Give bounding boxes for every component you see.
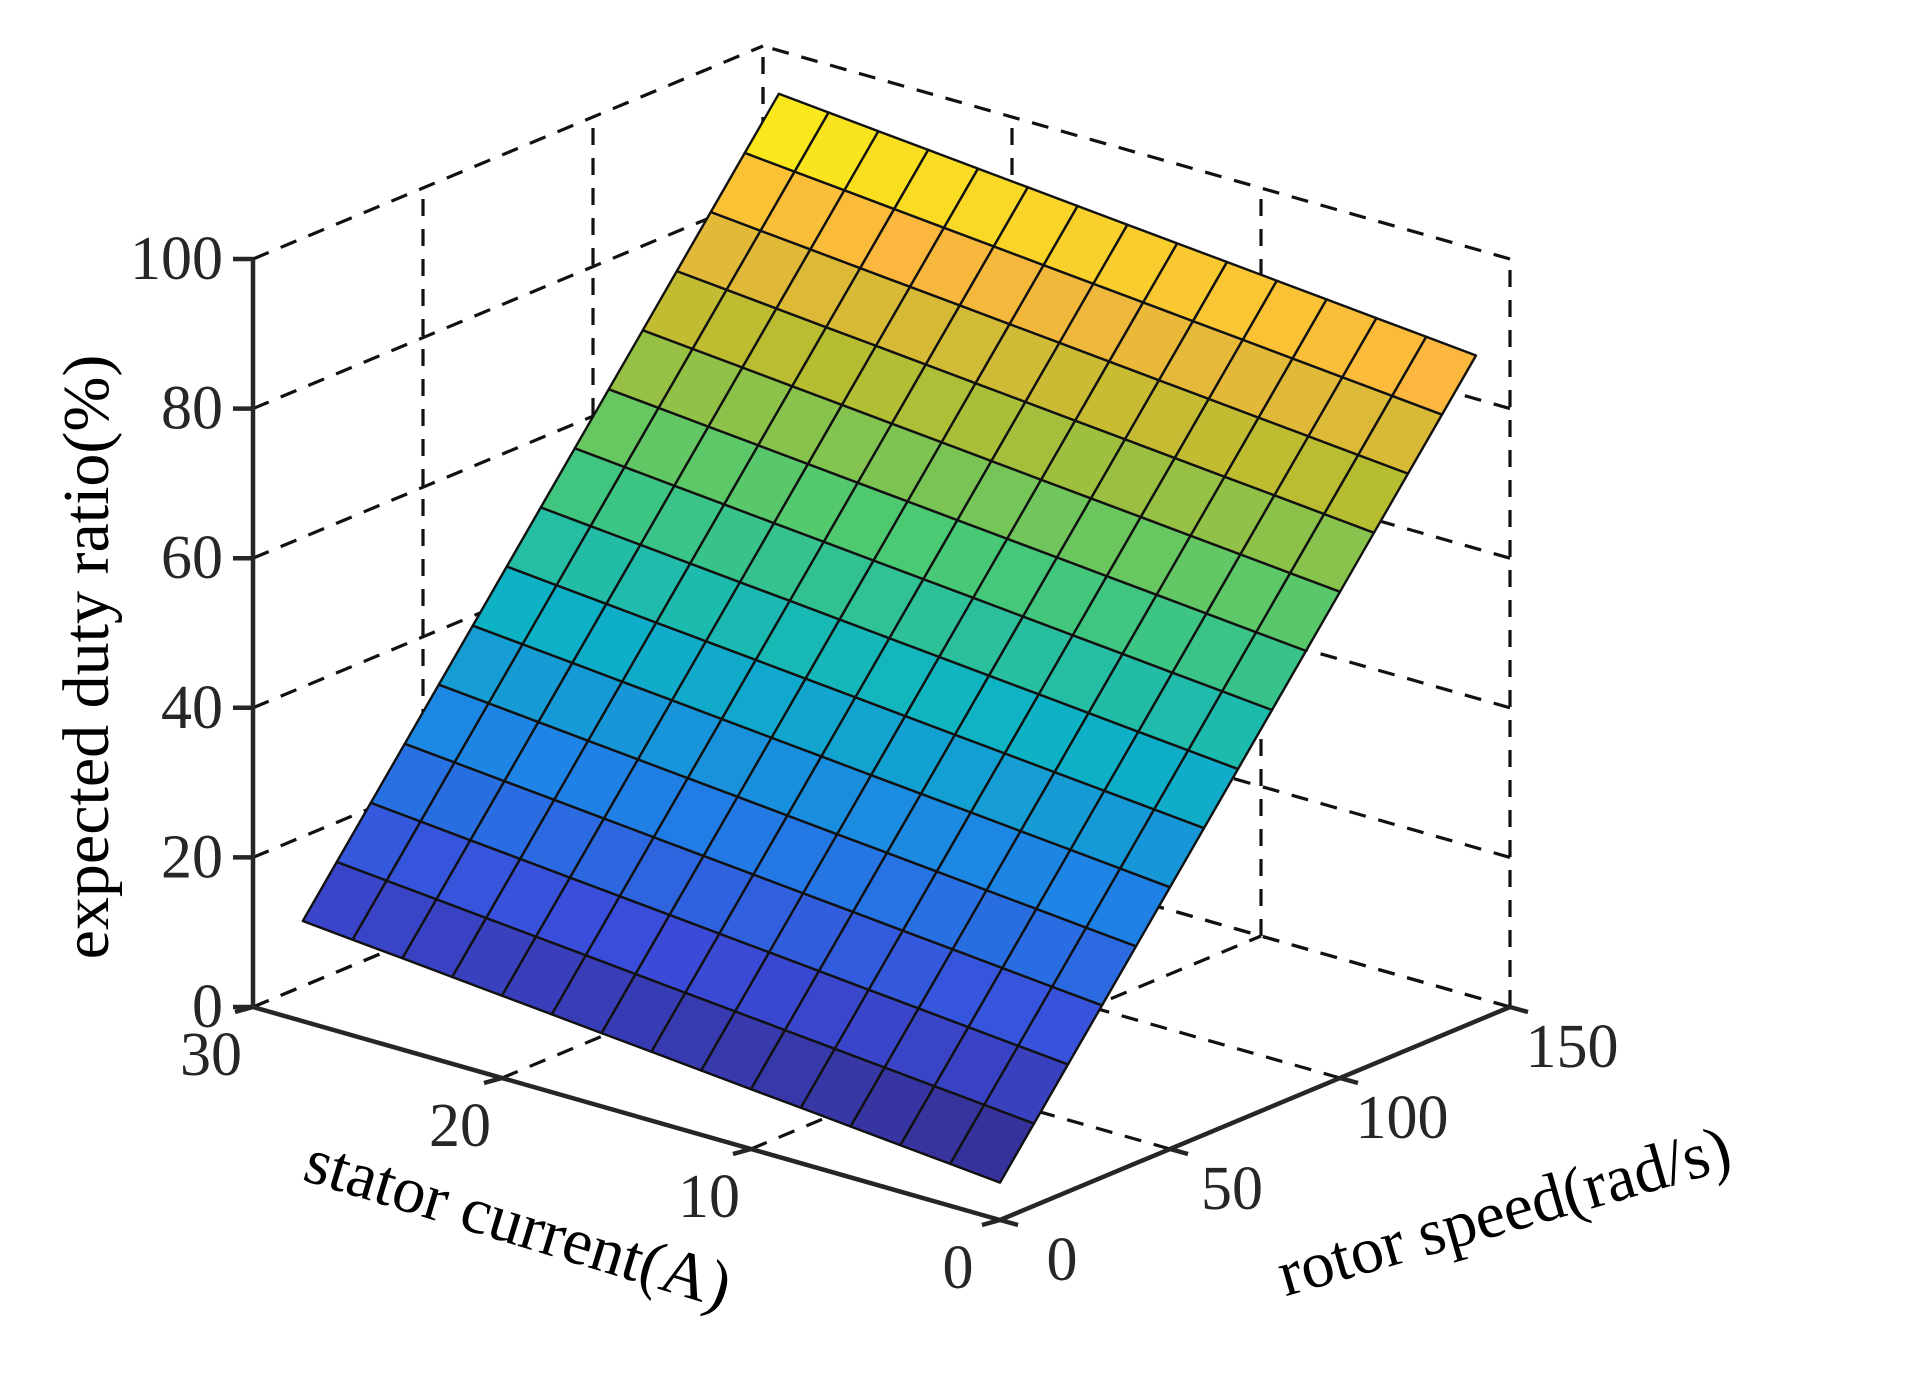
x-tick-label: 150 xyxy=(1526,1013,1619,1081)
y-tick-label: 30 xyxy=(180,1021,242,1089)
surface xyxy=(301,92,1478,1184)
x-tick-mark xyxy=(1509,1004,1529,1015)
y-axis-title: stator current(A) xyxy=(296,1124,740,1323)
grid-line xyxy=(762,493,1511,710)
y-tick-mark xyxy=(732,1146,752,1157)
z-tick-label: 80 xyxy=(161,375,223,443)
grid-line xyxy=(762,343,1511,560)
x-tick-label: 0 xyxy=(1047,1226,1078,1294)
grid-line xyxy=(422,934,1171,1151)
y-tick-label: 10 xyxy=(678,1163,740,1231)
axes xyxy=(233,256,1529,1228)
x-tick-mark xyxy=(999,1217,1019,1228)
grid-line xyxy=(762,642,1511,859)
x-tick-mark xyxy=(1169,1146,1189,1157)
grid-line xyxy=(252,44,764,261)
y-tick-label: 0 xyxy=(943,1234,974,1302)
x-tick-label: 100 xyxy=(1356,1084,1449,1152)
y-tick-mark xyxy=(981,1217,1001,1228)
x-tick-label: 50 xyxy=(1201,1155,1263,1223)
grid-line xyxy=(592,863,1341,1080)
grid-line xyxy=(762,792,1511,1009)
z-tick-label: 0 xyxy=(192,973,223,1041)
y-tick-label: 20 xyxy=(429,1092,491,1160)
z-tick-label: 40 xyxy=(161,674,223,742)
y-tick-mark xyxy=(483,1075,503,1086)
z-tick-label: 60 xyxy=(161,524,223,592)
z-axis-title: expected duty ratio(%) xyxy=(50,355,123,960)
x-axis-line xyxy=(999,1004,1511,1223)
z-tick-label: 20 xyxy=(161,823,223,891)
surface-cell xyxy=(1390,335,1478,416)
x-axis-title: rotor speed(rad/s) xyxy=(1269,1112,1738,1311)
y-axis-line xyxy=(252,1004,1001,1223)
z-tick-label: 100 xyxy=(130,225,223,293)
grid-line xyxy=(252,194,764,411)
x-tick-mark xyxy=(1339,1075,1359,1086)
grid-line xyxy=(762,44,1511,261)
